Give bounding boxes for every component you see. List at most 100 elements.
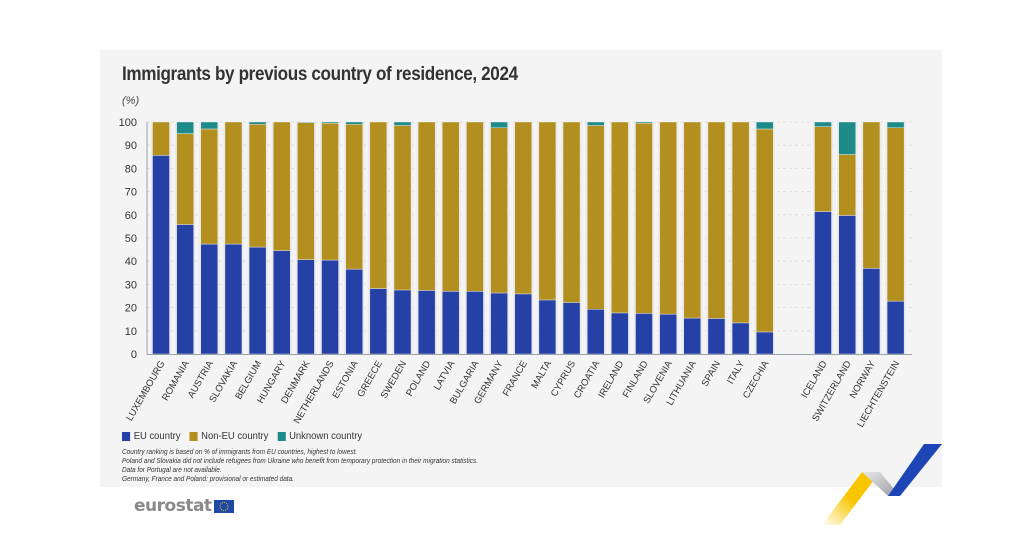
bar-segment-non-eu (393, 125, 412, 291)
bar-segment-eu (152, 155, 170, 355)
x-tick-label: ITALY (725, 358, 747, 386)
bar-segment-eu (814, 211, 832, 355)
y-tick-label: 10 (125, 326, 137, 338)
bar-segment-non-eu (659, 121, 677, 315)
stacked-bar-chart: 0 10 20 30 40 50 60 70 80 90 100 LUXEMBOURGROMANIA… (119, 117, 912, 429)
note-ranking: Country ranking is based on % of immigra… (122, 447, 358, 456)
decorative-chevron-graphic (822, 444, 942, 525)
bar-segment-eu (731, 322, 750, 355)
bar-france (513, 121, 534, 355)
bar-segment-eu (683, 317, 701, 355)
bar-segment-non-eu (490, 127, 508, 294)
bar-segment-eu (538, 299, 557, 355)
bar-segment-unknown (756, 121, 774, 130)
bar-segment-non-eu (200, 128, 219, 245)
bar-estonia (344, 121, 365, 355)
bar-segment-unknown (200, 121, 219, 130)
bar-segment-non-eu (514, 121, 532, 295)
bar-segment-eu (514, 293, 532, 355)
legend-item-eu: EU country (122, 430, 180, 442)
bar-segment-non-eu (345, 124, 363, 270)
bar-segment-unknown (635, 121, 653, 124)
bar-denmark (295, 121, 316, 355)
y-tick-label: 50 (125, 233, 137, 245)
bar-lithuania (682, 121, 703, 355)
bar-sweden (392, 121, 413, 355)
bar-czechia (754, 121, 775, 355)
bar-segment-eu (838, 215, 856, 355)
bar-spain (706, 121, 727, 355)
bar-segment-non-eu (466, 121, 484, 292)
bar-segment-non-eu (442, 121, 460, 292)
chart-title: Immigrants by previous country of reside… (122, 64, 518, 85)
bar-iceland (813, 121, 833, 355)
bar-segment-eu (635, 313, 653, 355)
note-portugal: Data for Portugal are not available. (122, 465, 222, 474)
bar-segment-eu (224, 243, 243, 355)
bar-segment-non-eu (838, 154, 856, 216)
y-tick-label: 30 (125, 279, 137, 291)
bar-belgium (247, 121, 268, 355)
bar-segment-non-eu (756, 128, 774, 333)
bar-greece (368, 121, 389, 355)
bar-latvia (440, 121, 461, 355)
eurostat-logo-text: eurostat (134, 496, 212, 516)
bar-segment-eu (200, 243, 219, 355)
y-tick-label: 0 (131, 349, 137, 361)
bar-segment-non-eu (176, 133, 194, 225)
bar-segment-eu (369, 288, 388, 355)
bar-segment-non-eu (562, 121, 581, 303)
bar-luxembourg (151, 121, 171, 355)
bar-romania (175, 121, 196, 355)
bar-segment-unknown (838, 121, 856, 155)
legend-swatch-non-eu (189, 431, 198, 441)
bar-segment-non-eu (635, 122, 653, 314)
bar-segment-eu (562, 302, 581, 355)
bar-segment-non-eu (369, 121, 388, 289)
bar-malta (537, 121, 558, 355)
bar-segment-unknown (490, 121, 508, 129)
x-tick-label: MALTA (529, 358, 554, 390)
bar-segment-non-eu (862, 121, 881, 269)
legend-label-non-eu: Non-EU country (201, 430, 269, 442)
x-tick-label: LUXEMBOURG (124, 359, 167, 423)
bar-segment-eu (248, 246, 267, 355)
bar-segment-eu (707, 318, 726, 355)
bar-finland (634, 121, 654, 355)
bar-segment-non-eu (707, 121, 726, 319)
bar-segment-non-eu (611, 121, 629, 314)
bar-poland (416, 121, 437, 355)
bar-cyprus (561, 121, 582, 355)
bar-segment-eu (417, 290, 436, 355)
x-tick-label: LATVIA (432, 358, 458, 392)
legend-label-unknown: Unknown country (289, 430, 363, 442)
legend-swatch-unknown (277, 431, 286, 441)
bar-liechtenstein (885, 121, 906, 355)
bar-segment-eu (611, 312, 629, 355)
x-tick-label: SPAIN (700, 359, 723, 389)
bar-segment-non-eu (297, 122, 315, 260)
bar-segment-non-eu (538, 121, 557, 301)
bar-segment-unknown (587, 121, 605, 126)
bar-segment-non-eu (814, 126, 832, 212)
bar-segment-non-eu (587, 125, 605, 310)
legend: EU country Non-EU country Unknown countr… (122, 430, 362, 442)
bar-segment-eu (393, 289, 412, 355)
bar-hungary (271, 121, 292, 355)
bar-segment-non-eu (224, 121, 243, 245)
bar-segment-non-eu (248, 124, 267, 248)
bars (151, 121, 906, 355)
bar-segment-non-eu (152, 121, 170, 156)
bar-segment-eu (321, 259, 339, 355)
bar-segment-eu (862, 268, 881, 355)
bar-segment-eu (756, 331, 774, 355)
legend-swatch-eu (122, 431, 131, 441)
bar-germany (489, 121, 510, 355)
bar-netherlands (320, 121, 341, 355)
y-tick-label: 70 (125, 187, 137, 199)
bar-segment-non-eu (417, 121, 436, 291)
bar-segment-eu (442, 291, 460, 355)
bar-segment-eu (490, 292, 508, 355)
eu-flag-icon (213, 499, 234, 513)
bar-segment-non-eu (731, 121, 750, 324)
